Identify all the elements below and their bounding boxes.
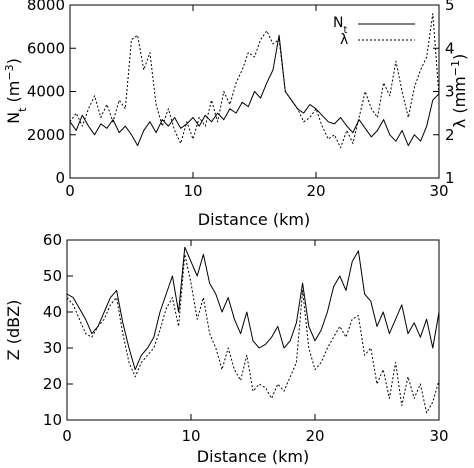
- top-y-left-tick-label: 6000: [27, 39, 65, 57]
- top-y-left-title-close: ): [4, 58, 23, 64]
- bottom-plot-frame: [66, 239, 440, 421]
- top-y-right-tick-label: 4: [445, 39, 455, 57]
- bottom-series-solid-line: [66, 246, 440, 371]
- top-y-left-title-open: (m: [4, 81, 23, 108]
- bottom-y-tick-label: 50: [43, 267, 62, 285]
- bottom-x-axis-title: Distance (km): [197, 447, 309, 466]
- legend-entry-nt-main: N: [333, 15, 343, 31]
- top-x-tick-label: 10: [183, 182, 202, 200]
- top-x-tick-label: 0: [65, 182, 75, 200]
- bottom-x-tick-label: 10: [181, 427, 200, 445]
- bottom-x-tick-label: 0: [62, 427, 72, 445]
- bottom-series-dotted-line: [66, 253, 440, 414]
- bottom-y-ticks: 10 20 30 40 50 60: [43, 231, 73, 429]
- top-y-left-tick-label: 8000: [27, 0, 65, 14]
- top-series-lambda-line: [69, 13, 440, 149]
- top-y-left-ticks: 0 2000 4000 6000 8000: [27, 0, 76, 187]
- top-y-right-title-close: ): [450, 54, 469, 60]
- top-y-left-tick-label: 2000: [27, 126, 65, 144]
- legend-entry-lambda-label: λ: [340, 32, 348, 48]
- legend: Nt λ: [333, 15, 415, 48]
- top-x-tick-label: 30: [429, 182, 448, 200]
- top-y-right-tick-label: 3: [445, 83, 455, 101]
- top-y-right-tick-label: 2: [445, 126, 455, 144]
- top-y-right-ticks: 1 2 3 4 5: [433, 0, 455, 187]
- top-y-right-tick-label: 5: [445, 0, 455, 14]
- top-y-left-title-main: N: [4, 112, 23, 124]
- top-y-right-title-exp: −1: [449, 60, 462, 76]
- top-x-ticks: 0 10 20 30: [65, 5, 449, 200]
- legend-entry-nt-sub: t: [343, 25, 347, 36]
- bottom-y-tick-label: 10: [43, 411, 62, 429]
- legend-entry-lambda-main: λ: [340, 32, 348, 48]
- top-y-left-title-exp: −3: [3, 64, 16, 80]
- top-x-tick-label: 20: [306, 182, 325, 200]
- top-series: [69, 13, 440, 149]
- top-y-left-tick-label: 4000: [27, 83, 65, 101]
- top-y-left-tick-label: 0: [55, 169, 65, 187]
- bottom-y-axis-title: Z (dBZ): [4, 300, 23, 361]
- bottom-y-tick-label: 40: [43, 303, 62, 321]
- top-y-right-axis-title: λ (mm−1): [449, 54, 470, 128]
- bottom-y-tick-label: 30: [43, 339, 62, 357]
- top-y-left-axis-title: Nt (m−3): [3, 58, 29, 124]
- top-series-nt-line: [69, 34, 440, 147]
- legend-entry-nt-label: Nt: [333, 15, 347, 36]
- bottom-x-tick-label: 20: [305, 427, 324, 445]
- bottom-y-tick-label: 20: [43, 375, 62, 393]
- top-x-axis-title: Distance (km): [198, 210, 310, 229]
- bottom-series: [66, 246, 440, 414]
- top-y-right-tick-label: 1: [445, 169, 455, 187]
- bottom-y-tick-label: 60: [43, 231, 62, 249]
- top-y-left-title-sub: t: [16, 107, 29, 112]
- top-y-right-title-main: λ (mm: [450, 76, 469, 128]
- top-chart: 0 10 20 30 0 2000 4000 6000 8000 1 2 3 4 5 Distance…: [3, 0, 470, 229]
- bottom-x-tick-label: 30: [429, 427, 448, 445]
- bottom-x-ticks: 0 10 20 30: [62, 240, 449, 445]
